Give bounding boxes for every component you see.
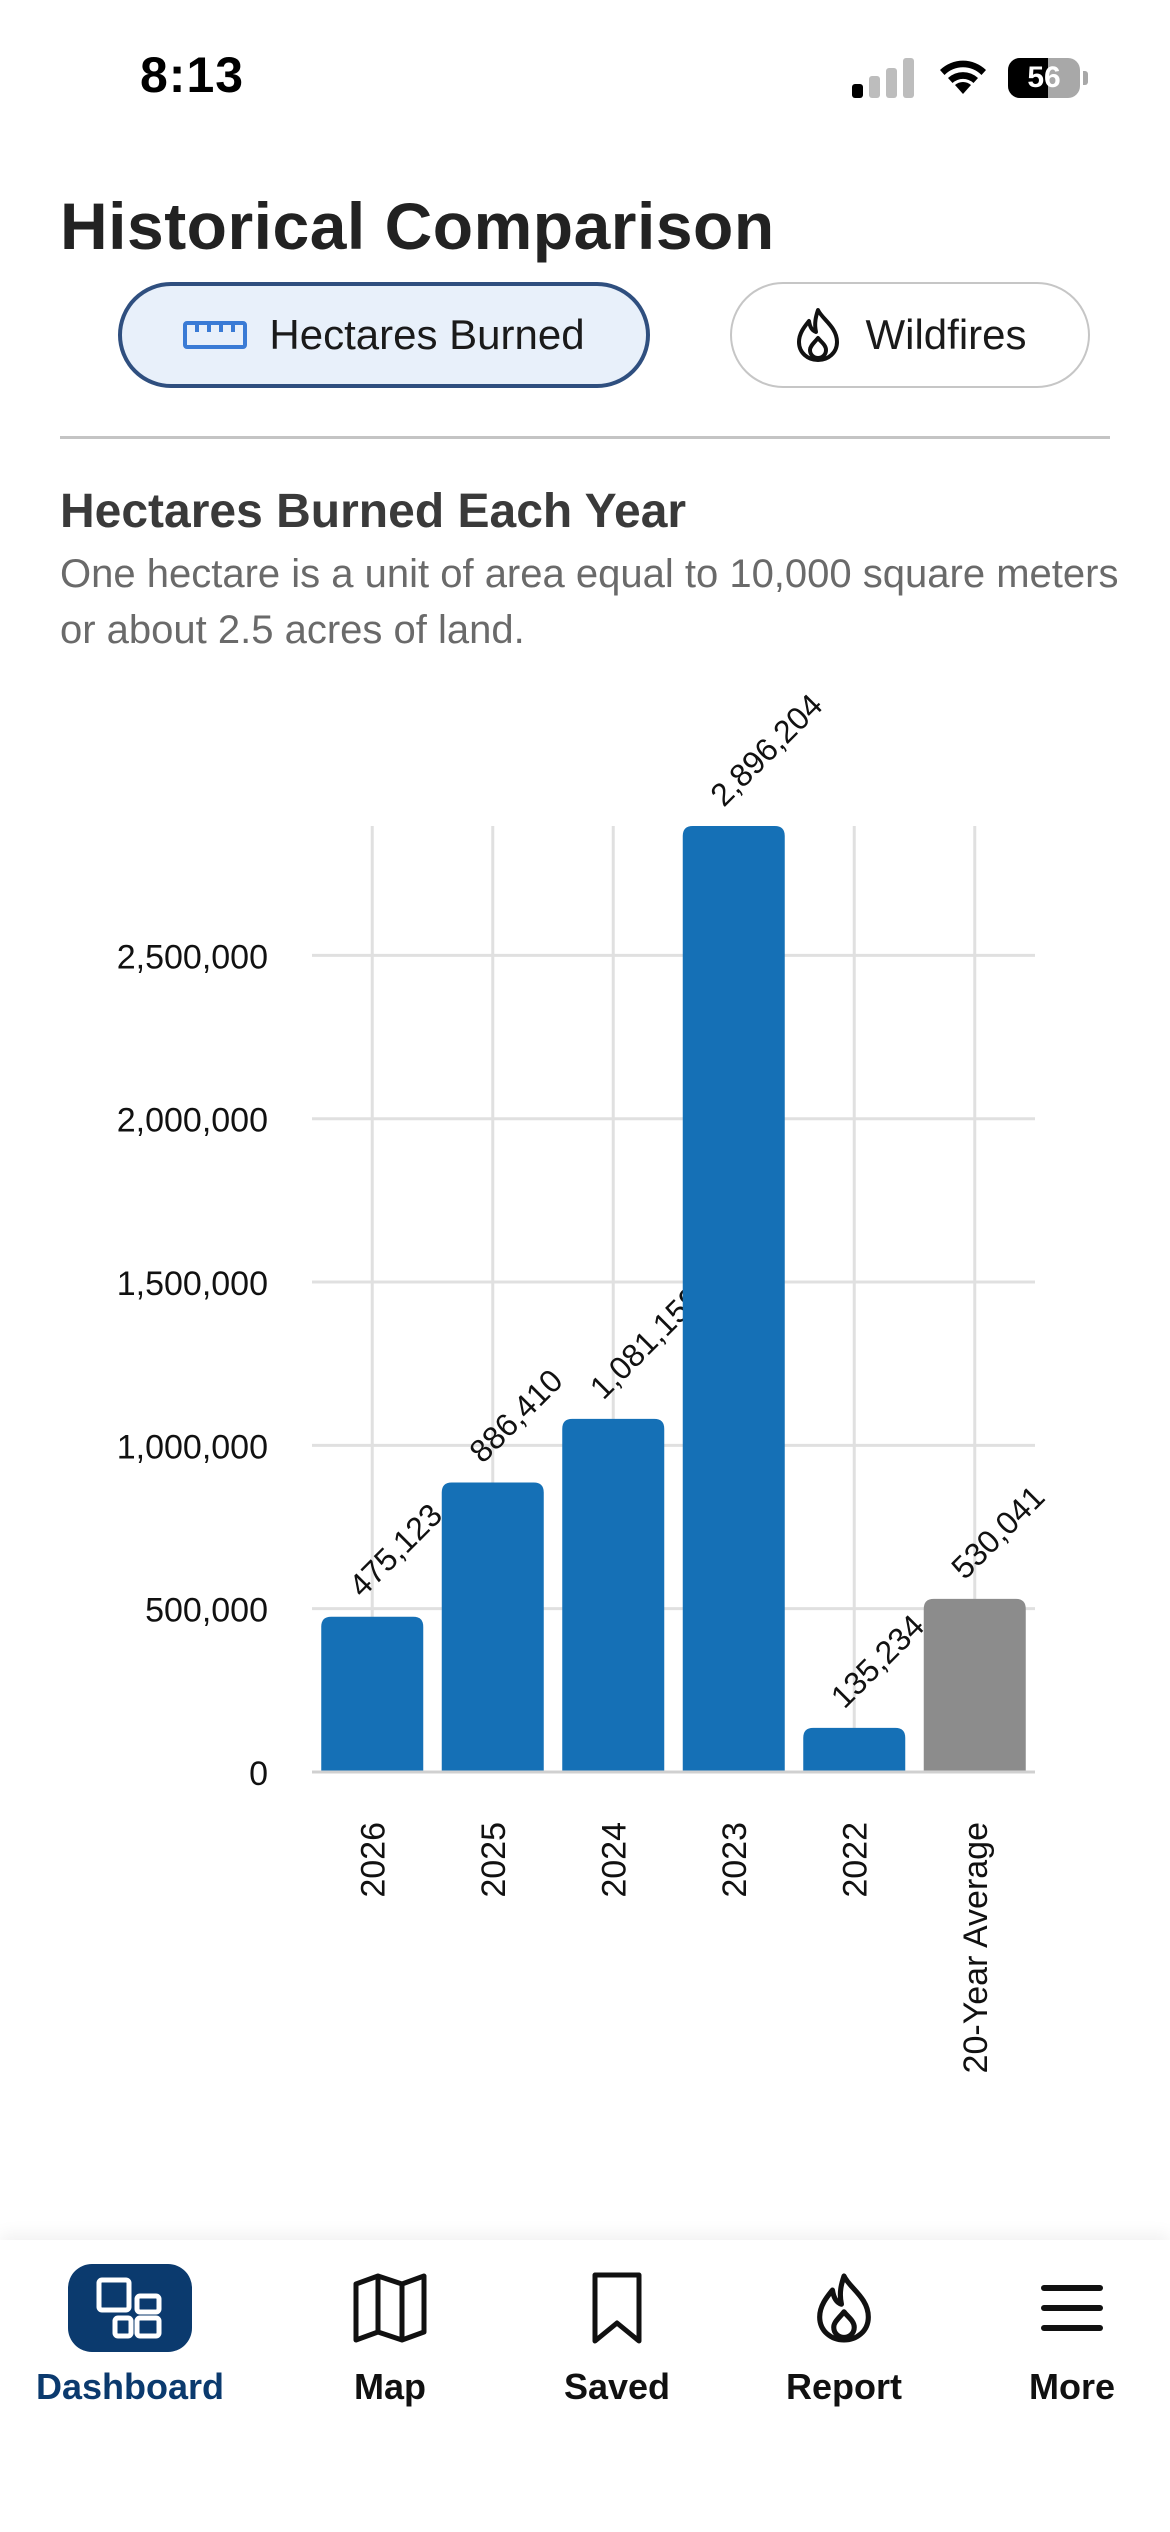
ruler-icon (183, 320, 248, 350)
y-tick-label: 0 (249, 1755, 268, 1793)
dashboard-icon (68, 2264, 192, 2352)
bar (803, 1727, 906, 1772)
wildfires-label: Wildfires (865, 311, 1027, 358)
status-bar: 8:13 56 (0, 0, 1170, 150)
battery-icon: 56 (1008, 58, 1088, 98)
tab-bar: Dashboard Map Saved Report (0, 2240, 1170, 2532)
hectares-burned-toggle[interactable]: Hectares Burned (118, 282, 650, 388)
bookmark-icon (555, 2264, 679, 2352)
section-title: Hectares Burned Each Year (60, 485, 687, 538)
tab-label: Map (354, 2366, 426, 2407)
data-label: 886,410 (462, 1362, 569, 1469)
status-time: 8:13 (140, 47, 245, 103)
battery-level: 56 (1027, 61, 1061, 94)
data-label: 135,234 (824, 1608, 931, 1715)
bar (321, 1616, 424, 1772)
bar (682, 826, 785, 1772)
map-icon (328, 2264, 452, 2352)
y-tick-label: 2,000,000 (117, 1102, 268, 1140)
hectares-burned-label: Hectares Burned (269, 311, 585, 358)
divider (60, 436, 1110, 439)
wifi-icon (938, 56, 988, 96)
bar (562, 1418, 665, 1772)
data-label: 2,896,204 (703, 687, 829, 813)
tab-report[interactable]: Report (744, 2264, 944, 2444)
section-description: One hectare is a unit of area equal to 1… (60, 552, 1119, 652)
x-tick-label: 2025 (475, 1822, 513, 1898)
tab-label: Dashboard (35, 2366, 225, 2407)
x-tick-label: 2022 (836, 1822, 874, 1898)
cellular-signal-icon (852, 58, 916, 98)
data-label: 530,041 (944, 1479, 1051, 1586)
tab-saved[interactable]: Saved (517, 2264, 717, 2444)
wildfires-toggle[interactable]: Wildfires (730, 282, 1090, 388)
y-tick-label: 1,000,000 (117, 1428, 268, 1466)
x-tick-label: 2023 (716, 1822, 754, 1898)
bar (923, 1598, 1026, 1772)
bar-chart: 0 500,000 1,000,000 1,500,000 2,000,000 2,500… (117, 687, 1052, 2074)
y-tick-label: 1,500,000 (117, 1265, 268, 1303)
tab-label: More (1028, 2366, 1115, 2407)
y-tick-label: 500,000 (145, 1592, 268, 1630)
hectares-chart: 0 500,000 1,000,000 1,500,000 2,000,000 2,500… (0, 680, 1170, 2120)
flame-icon (782, 2264, 906, 2352)
tab-map[interactable]: Map (290, 2264, 490, 2444)
bar (441, 1482, 544, 1772)
x-tick-label: 2024 (595, 1822, 633, 1898)
page-title: Historical Comparison (60, 189, 775, 263)
y-tick-label: 2,500,000 (117, 938, 268, 976)
x-tick-label: 20-Year Average (957, 1822, 995, 2073)
tab-label: Report (786, 2366, 902, 2407)
data-label: 475,123 (342, 1497, 449, 1604)
flame-icon (793, 307, 843, 363)
x-tick-label: 2026 (354, 1822, 392, 1898)
tab-label: Saved (563, 2366, 671, 2407)
menu-icon (1010, 2264, 1134, 2352)
tab-more[interactable]: More (972, 2264, 1170, 2444)
tab-dashboard[interactable]: Dashboard (30, 2264, 230, 2444)
